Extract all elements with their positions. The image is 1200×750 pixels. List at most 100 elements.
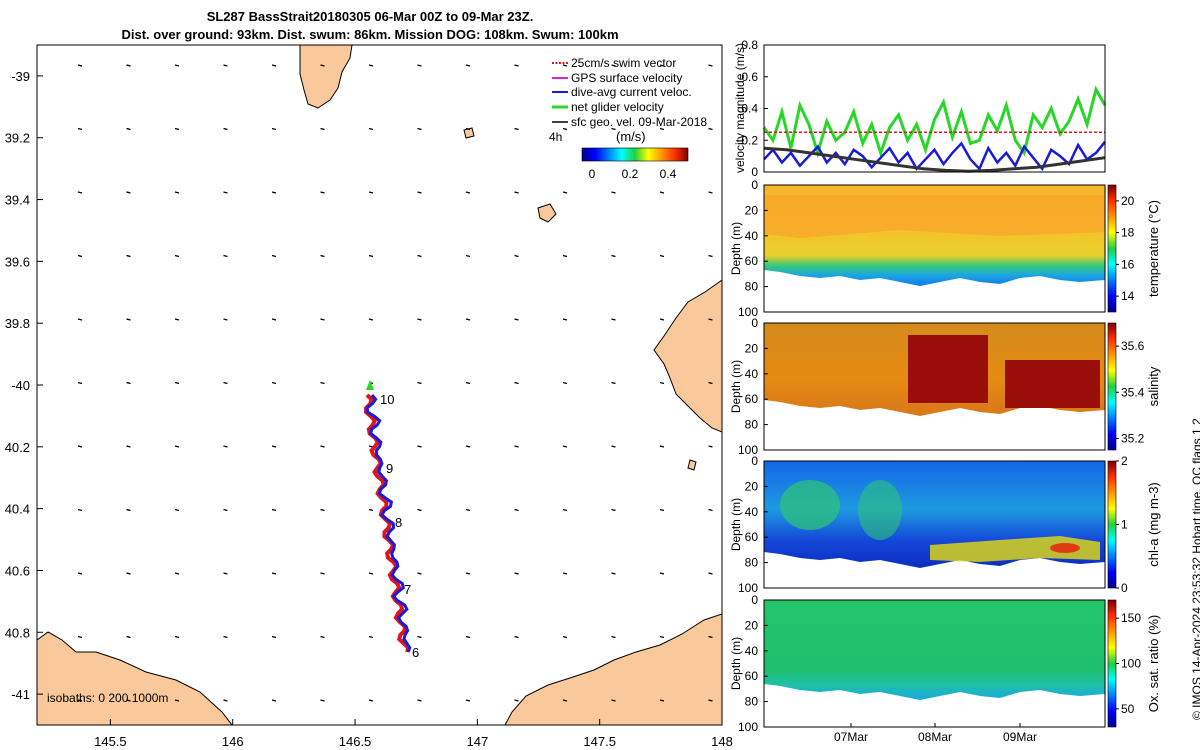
section-ytick-label: 20	[745, 341, 759, 355]
section-axis-3: 0 20 40 60 80 100 Depth (m) 2 1 0 chl-a (mg m-3)	[729, 454, 1161, 595]
geo-velocity-arrow	[562, 254, 568, 258]
geo-velocity-arrow	[465, 318, 471, 321]
map-xtick-label: 145.5	[94, 734, 127, 749]
map-xtick-label: 146	[222, 734, 244, 749]
colorbar-tick-0-2: 0.2	[622, 167, 639, 181]
section-ytick-label: 0	[751, 316, 758, 330]
geo-velocity-arrow	[368, 64, 374, 67]
map-ytick-label: 39.4	[5, 193, 30, 208]
section-ytick-label: 20	[745, 203, 759, 217]
geo-velocity-arrow	[708, 318, 713, 321]
geo-velocity-arrow	[708, 64, 713, 67]
map-ytick-label: 40.8	[5, 625, 30, 640]
salinity-panel	[764, 323, 1105, 416]
geo-velocity-arrow	[271, 635, 277, 639]
section-ytick-label: 0	[751, 454, 758, 468]
map-ytick-label: -40	[11, 378, 30, 393]
section-ytick-label: 60	[745, 530, 759, 544]
section-variable-label: temperature (°C)	[1146, 200, 1161, 297]
geo-velocity-arrow	[223, 64, 228, 67]
geo-velocity-arrow	[465, 572, 471, 575]
geo-velocity-arrow	[223, 127, 228, 131]
map-xtick-label: 147	[467, 734, 489, 749]
geo-velocity-arrow	[271, 254, 277, 258]
geo-velocity-arrow	[611, 445, 616, 448]
geo-velocity-arrow	[368, 254, 374, 258]
geo-velocity-arrow	[174, 254, 180, 258]
section-frame	[763, 184, 1106, 313]
geo-velocity-arrow	[77, 635, 83, 639]
chla-hotspot	[1050, 543, 1080, 553]
geo-velocity-arrow	[320, 508, 325, 512]
land-cape-barren-northeast	[653, 279, 722, 433]
geo-velocity-arrow	[77, 572, 83, 575]
map-ytick-label: 40.6	[5, 563, 30, 578]
oxygen-panel	[764, 600, 1105, 700]
geo-velocity-arrow	[611, 381, 616, 385]
geo-velocity-arrow	[368, 699, 374, 702]
land-tasmania-northwest	[37, 631, 233, 725]
geo-velocity-arrow	[174, 445, 180, 448]
geo-velocity-arrow	[514, 381, 519, 385]
geo-velocity-arrow	[126, 445, 131, 448]
colorbar-tick-label: 100	[1121, 657, 1141, 671]
plot-title-line-1: SL287 BassStrait20180305 06-Mar 00Z to 0…	[206, 9, 534, 24]
map-xtick-label: 147.5	[583, 734, 616, 749]
section-ytick-label: 60	[745, 669, 759, 683]
geo-velocity-arrow	[562, 64, 568, 67]
section-ylabel: Depth (m)	[729, 637, 743, 690]
geo-velocity-arrow	[417, 254, 422, 258]
geo-velocity-arrow	[611, 254, 616, 258]
geo-velocity-arrow	[174, 635, 180, 639]
isobaths-note: isobaths: 0 200 1000m	[47, 691, 168, 705]
geo-velocity-arrow	[514, 635, 519, 639]
geo-velocity-arrow	[223, 572, 228, 575]
velocity-series	[762, 85, 1107, 173]
section-ytick-label: 60	[745, 254, 759, 268]
geo-velocity-arrow	[223, 191, 228, 194]
geo-velocity-arrow	[368, 127, 374, 131]
geo-velocity-arrow	[417, 699, 422, 702]
geo-velocity-arrow	[126, 508, 131, 512]
velocity-series-line	[763, 146, 1106, 173]
geo-velocity-arrow	[659, 318, 665, 321]
map-legend: 25cm/s swim vector GPS surface velocity …	[549, 56, 707, 181]
track-day-label-7: 7	[404, 582, 411, 597]
section-colorbar	[1107, 184, 1117, 313]
map-ytick-label: 39.8	[5, 316, 30, 331]
geo-velocity-arrow	[514, 572, 519, 575]
net-velocity-arrow	[366, 380, 374, 390]
map-axes: 145.5 146 146.5 147 147.5 148 -39 39.2 39.4 39.6 3…	[5, 69, 733, 749]
geo-velocity-arrow	[659, 572, 665, 575]
chla-panel	[764, 461, 1105, 568]
geo-velocity-arrow	[708, 508, 713, 512]
section-ytick-label: 0	[751, 593, 758, 607]
geo-velocity-arrow	[174, 699, 180, 702]
geo-velocity-arrow	[126, 699, 131, 702]
velocity-panel: 0.8 0.6 0.4 0.2 0 velocity magnitude (m/s)	[733, 38, 1107, 179]
geo-velocity-arrow	[708, 699, 713, 702]
geo-velocity-arrow	[562, 191, 568, 194]
geo-velocity-arrow	[174, 191, 180, 194]
map-ytick-label: 40.4	[5, 502, 30, 517]
time-xtick-label: 09Mar	[1003, 730, 1037, 744]
section-ytick-label: 40	[745, 367, 759, 381]
geo-velocity-arrow	[126, 64, 131, 67]
geo-velocity-arrow	[320, 127, 325, 131]
velocity-axis: 0.8 0.6 0.4 0.2 0	[741, 38, 768, 179]
geo-velocity-arrow	[465, 191, 471, 194]
geo-velocity-arrow	[514, 318, 519, 321]
geo-velocity-arrow	[223, 254, 228, 258]
geo-velocity-arrow	[514, 64, 519, 67]
colorbar-tick-label: 14	[1121, 289, 1135, 303]
geo-velocity-arrow	[320, 191, 325, 194]
geo-velocity-arrow	[77, 318, 83, 321]
colorbar-tick-label: 1	[1121, 518, 1128, 532]
oxygen-field	[764, 600, 1105, 700]
section-ytick-label: 40	[745, 229, 759, 243]
salinity-high-block-1	[908, 335, 988, 403]
geo-velocity-arrow	[659, 508, 665, 512]
